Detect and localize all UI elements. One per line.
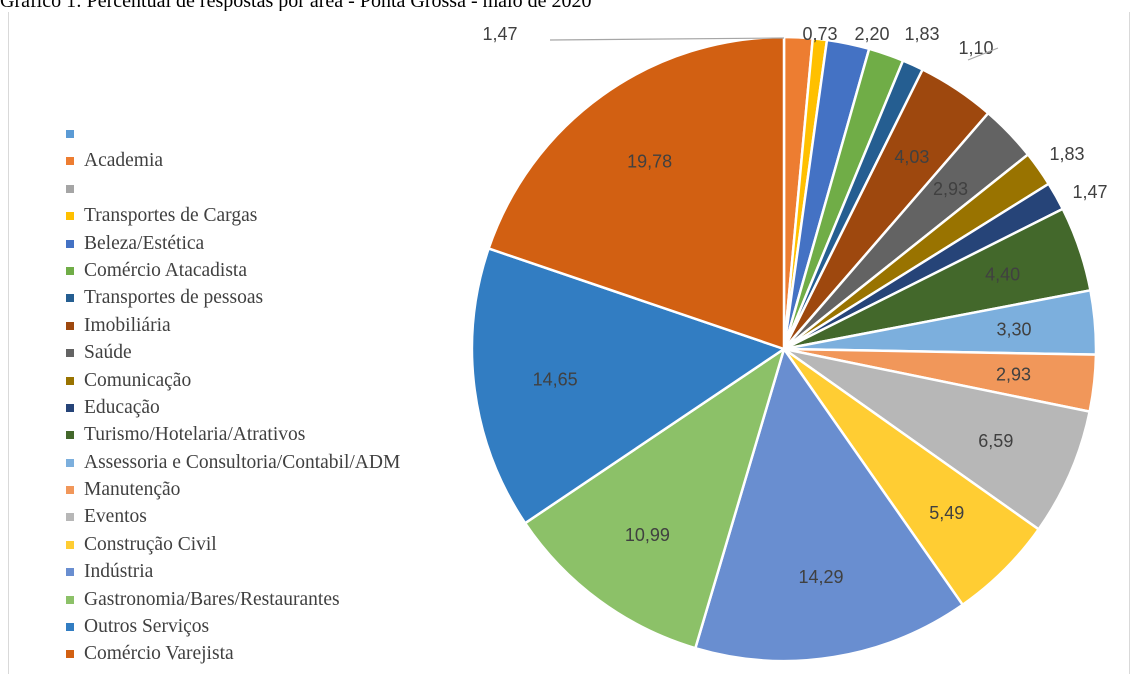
- legend-item: Comércio Atacadista: [66, 257, 400, 284]
- legend-swatch: [66, 184, 74, 193]
- pie-slice: [523, 346, 787, 650]
- data-label: 1,47: [482, 24, 517, 44]
- leader-line: [549, 37, 785, 41]
- data-label: 3,30: [997, 319, 1032, 339]
- legend-item: [66, 175, 400, 202]
- legend-swatch: [66, 431, 74, 440]
- legend-item: [66, 120, 400, 147]
- data-label: 2,20: [854, 24, 889, 44]
- legend-swatch: [66, 623, 74, 632]
- legend-item: Outros Serviços: [66, 613, 400, 640]
- data-label: 5,49: [929, 503, 964, 523]
- chart-title: Gráfico 1: Percentual de respostas por á…: [0, 0, 1131, 11]
- legend-item: Gastronomia/Bares/Restaurantes: [66, 586, 400, 613]
- data-label: 0,73: [802, 24, 837, 44]
- legend-item: Transportes de Cargas: [66, 202, 400, 229]
- legend-label: Manutenção: [84, 479, 181, 501]
- legend-swatch: [66, 458, 74, 467]
- leader-line: [967, 47, 999, 61]
- legend-item: Assessoria e Consultoria/Contabil/ADM: [66, 449, 400, 476]
- legend-swatch: [66, 266, 74, 275]
- legend-swatch: [66, 650, 74, 659]
- pie-slice: [783, 347, 1092, 532]
- legend-swatch: [66, 403, 74, 412]
- data-label: 2,93: [933, 179, 968, 199]
- data-label: 1,10: [958, 38, 993, 58]
- data-label: 10,99: [625, 525, 670, 545]
- data-label: 4,40: [985, 265, 1020, 285]
- legend-label: Educação: [84, 396, 160, 418]
- legend-label: Comunicação: [84, 369, 192, 391]
- legend-swatch: [66, 376, 74, 385]
- chart-frame: [8, 12, 1130, 674]
- data-label: 19,78: [627, 151, 672, 171]
- legend-label: Comércio Varejista: [84, 643, 234, 665]
- legend-label: Assessoria e Consultoria/Contabil/ADM: [84, 451, 401, 473]
- legend-swatch: [66, 130, 74, 138]
- legend-swatch: [66, 513, 74, 522]
- legend: Academia Transportes de Cargas Beleza/Esté…: [66, 120, 400, 668]
- pie-slice: [470, 246, 787, 525]
- legend-label: Comércio Atacadista: [84, 259, 247, 281]
- data-label: 2,93: [996, 364, 1031, 384]
- legend-label: Imobiliária: [84, 314, 171, 336]
- legend-swatch: [66, 595, 74, 604]
- legend-item: Eventos: [66, 503, 400, 530]
- legend-item: Imobiliária: [66, 312, 400, 339]
- legend-label: Construção Civil: [84, 533, 217, 555]
- data-label: 14,29: [798, 567, 843, 587]
- legend-swatch: [66, 321, 74, 330]
- legend-swatch: [66, 568, 74, 577]
- data-label: 14,65: [533, 369, 578, 389]
- legend-item: Turismo/Hotelaria/Atrativos: [66, 421, 400, 448]
- data-label: 1,47: [1072, 182, 1107, 202]
- data-label: 1,83: [1049, 144, 1084, 164]
- legend-label: Outros Serviços: [84, 616, 210, 638]
- legend-swatch: [66, 349, 74, 358]
- data-label: 6,59: [978, 431, 1013, 451]
- legend-label: Saúde: [84, 342, 132, 364]
- data-label: 4,03: [894, 147, 929, 167]
- legend-item: Comunicação: [66, 367, 400, 394]
- legend-swatch: [66, 486, 74, 495]
- legend-item: Manutenção: [66, 476, 400, 503]
- legend-item: Construção Civil: [66, 531, 400, 558]
- legend-item: Beleza/Estética: [66, 230, 400, 257]
- legend-label: Academia: [84, 150, 164, 172]
- legend-label: Indústria: [84, 561, 154, 583]
- legend-item: Saúde: [66, 339, 400, 366]
- chart-title-text: Gráfico 1: Percentual de respostas por á…: [0, 0, 592, 11]
- legend-label: Transportes de Cargas: [84, 205, 258, 227]
- legend-item: Indústria: [66, 558, 400, 585]
- legend-swatch: [66, 212, 74, 221]
- legend-item: Transportes de pessoas: [66, 284, 400, 311]
- legend-label: Beleza/Estética: [84, 232, 205, 254]
- legend-item: Educação: [66, 394, 400, 421]
- legend-label: Gastronomia/Bares/Restaurantes: [84, 588, 340, 610]
- legend-swatch: [66, 540, 74, 549]
- legend-item: Comércio Varejista: [66, 640, 400, 667]
- legend-item: Academia: [66, 147, 400, 174]
- legend-swatch: [66, 294, 74, 303]
- legend-label: Eventos: [84, 506, 147, 528]
- legend-label: Turismo/Hotelaria/Atrativos: [84, 424, 306, 446]
- pie-slice: [487, 35, 786, 351]
- legend-label: Transportes de pessoas: [84, 287, 264, 309]
- legend-swatch: [66, 239, 74, 248]
- legend-swatch: [66, 157, 74, 166]
- data-label: 1,83: [904, 24, 939, 44]
